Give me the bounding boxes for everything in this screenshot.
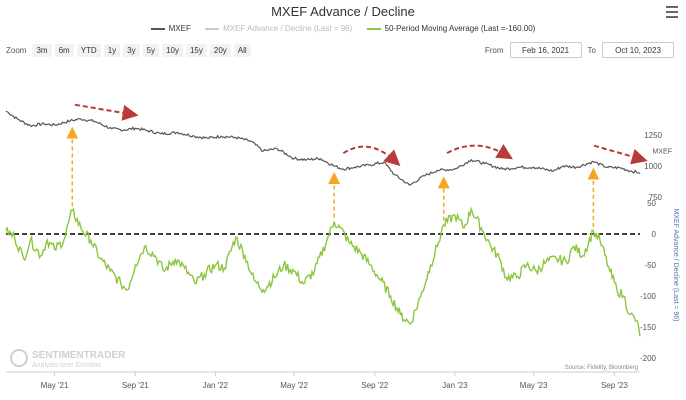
zoom-ytd-button[interactable]: YTD: [76, 44, 101, 57]
x-tick-label: Sep '22: [361, 381, 388, 390]
legend-item-advance-decline[interactable]: MXEF Advance / Decline (Last = 96): [205, 24, 352, 33]
ad-tick-label: -100: [640, 292, 657, 301]
ad-tick-label: 50: [647, 199, 656, 208]
x-tick-label: May '23: [520, 381, 548, 390]
price-tick-label: 1250: [644, 131, 662, 140]
source-note: Source: Fidelity, Bloomberg: [565, 365, 638, 371]
zoom-6m-button[interactable]: 6m: [54, 44, 74, 57]
x-tick-label: Jan '22: [203, 381, 229, 390]
legend-label-moving-average: 50-Period Moving Average (Last =-160.00): [384, 24, 536, 33]
x-tick-label: Sep '23: [601, 381, 628, 390]
series-line-moving-average: [5, 206, 641, 337]
legend-item-mxef[interactable]: MXEF: [150, 24, 191, 33]
legend-swatch-mxef: [150, 27, 165, 30]
range-from-label: From: [484, 45, 504, 55]
zoom-10y-button[interactable]: 10y: [162, 44, 183, 57]
x-tick-label: Sep '21: [122, 381, 149, 390]
x-tick-label: Jan '23: [442, 381, 468, 390]
zoom-3y-button[interactable]: 3y: [123, 44, 140, 57]
zoom-3m-button[interactable]: 3m: [32, 44, 52, 57]
ad-tick-label: -50: [644, 261, 656, 270]
x-tick-label: May '22: [280, 381, 308, 390]
price-axis-label: MXEF: [653, 149, 672, 156]
legend-item-moving-average[interactable]: 50-Period Moving Average (Last =-160.00): [366, 24, 536, 33]
zoom-bar: Zoom 3m 6m YTD 1y 3y 5y 10y 15y 20y All: [6, 44, 254, 57]
trend-arrow: [74, 103, 139, 121]
legend-swatch-moving-average: [366, 27, 381, 30]
ad-axis-label: MXEF Advance / Decline (Last = 96): [672, 208, 679, 321]
x-tick-label: May '21: [41, 381, 69, 390]
series-layer: [5, 110, 641, 337]
range-to-input[interactable]: [602, 42, 674, 58]
legend-label-advance-decline: MXEF Advance / Decline (Last = 96): [223, 24, 353, 33]
series-line-mxef: [5, 110, 641, 187]
watermark-brand: SENTIMENTRADER: [32, 350, 126, 361]
ad-tick-label: -150: [640, 323, 657, 332]
range-from-input[interactable]: [509, 42, 582, 58]
zoom-20y-button[interactable]: 20y: [209, 44, 231, 57]
watermark-logo-icon: [10, 349, 28, 367]
zoom-all-button[interactable]: All: [233, 44, 251, 57]
legend-label-mxef: MXEF: [168, 24, 191, 33]
ad-tick-label: 0: [652, 230, 657, 239]
axes: May '21 Sep '21 Jan '22 May '22 Sep '22 Jan '…: [6, 131, 679, 390]
trend-arrow: [342, 145, 401, 167]
chart-legend: MXEF MXEF Advance / Decline (Last = 96) …: [0, 24, 686, 33]
range-to-label: To: [587, 45, 596, 55]
zoom-5y-button[interactable]: 5y: [142, 44, 160, 57]
zoom-1y-button[interactable]: 1y: [103, 44, 121, 57]
watermark-tagline: Analysis over Emotion: [32, 362, 101, 369]
trend-arrow: [593, 144, 648, 165]
price-tick-label: 750: [649, 193, 663, 202]
price-tick-label: 1000: [644, 162, 662, 171]
trend-arrow: [446, 144, 513, 160]
ad-tick-label: -200: [640, 354, 657, 363]
watermark: SENTIMENTRADER Analysis over Emotion: [10, 349, 126, 369]
hamburger-menu-icon[interactable]: [666, 6, 678, 21]
legend-swatch-advance-decline: [205, 27, 220, 30]
zoom-label: Zoom: [6, 46, 27, 55]
chart-title: MXEF Advance / Decline: [271, 4, 415, 19]
date-range-selector: From To: [479, 42, 674, 58]
annotation-arrows: [66, 103, 648, 227]
zoom-15y-button[interactable]: 15y: [185, 44, 207, 57]
